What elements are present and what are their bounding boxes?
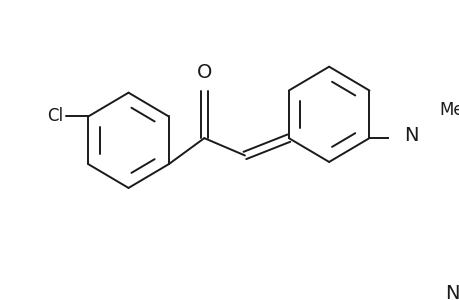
- Text: Me: Me: [439, 100, 459, 118]
- Text: N: N: [444, 284, 459, 300]
- Text: Cl: Cl: [47, 107, 63, 125]
- Text: N: N: [403, 126, 418, 145]
- Text: O: O: [196, 63, 212, 82]
